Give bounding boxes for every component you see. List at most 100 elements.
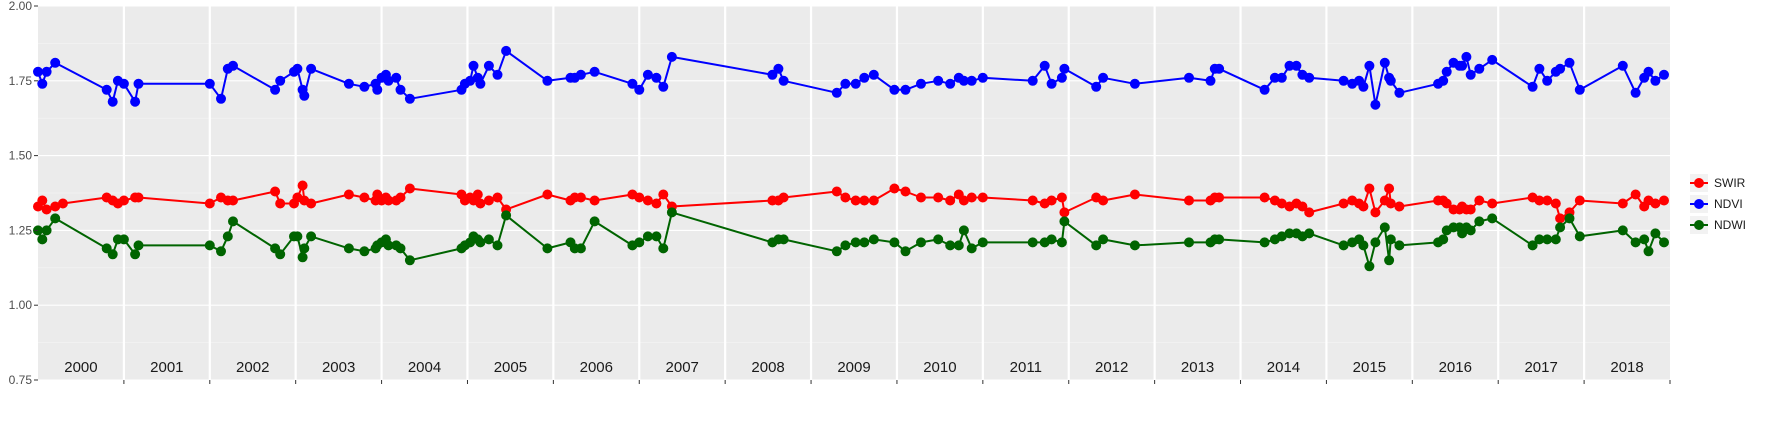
data-point	[1358, 201, 1369, 212]
data-point	[542, 243, 553, 254]
data-point	[359, 192, 370, 203]
data-point	[1487, 54, 1498, 65]
data-point	[868, 195, 879, 206]
data-point	[270, 84, 281, 95]
data-point	[642, 195, 653, 206]
data-point	[1370, 207, 1381, 218]
data-point	[575, 192, 586, 203]
data-point	[50, 201, 61, 212]
data-point	[57, 198, 68, 209]
data-point	[228, 216, 238, 227]
data-point	[1091, 81, 1102, 92]
data-point	[651, 198, 662, 209]
data-point	[1574, 231, 1585, 242]
data-point	[270, 186, 281, 197]
data-point	[118, 78, 129, 89]
data-point	[1385, 234, 1396, 245]
year-label: 2001	[150, 359, 183, 376]
data-point	[627, 78, 638, 89]
year-label: 2005	[494, 359, 527, 376]
data-point	[107, 249, 118, 260]
data-point	[475, 78, 486, 89]
data-point	[642, 69, 653, 80]
legend-label: NDVI	[1714, 197, 1743, 211]
data-point	[1385, 198, 1396, 209]
data-point	[1527, 81, 1538, 92]
data-point	[1214, 63, 1225, 74]
year-label: 2018	[1610, 359, 1643, 376]
data-point	[1630, 237, 1641, 248]
data-point	[1465, 69, 1476, 80]
data-point	[1527, 240, 1538, 251]
data-point	[1129, 189, 1140, 200]
data-point	[1364, 261, 1375, 272]
data-point	[773, 63, 784, 74]
data-point	[359, 246, 370, 257]
data-point	[1617, 198, 1628, 209]
legend-label: NDWI	[1714, 218, 1746, 232]
data-point	[1027, 237, 1038, 248]
data-point	[589, 66, 600, 77]
data-point	[492, 240, 503, 251]
data-point	[966, 192, 977, 203]
data-point	[1046, 195, 1057, 206]
legend-key-point	[1694, 178, 1704, 188]
data-point	[101, 84, 112, 95]
data-point	[840, 192, 851, 203]
data-point	[1574, 84, 1585, 95]
data-point	[900, 246, 911, 257]
data-point	[642, 231, 653, 242]
data-point	[1650, 75, 1661, 86]
data-point	[1379, 222, 1390, 233]
data-point	[404, 183, 415, 194]
data-point	[343, 78, 354, 89]
x-axis	[123, 380, 1671, 384]
data-point	[475, 198, 486, 209]
data-point	[1056, 72, 1067, 83]
data-point	[222, 231, 233, 242]
data-point	[1291, 60, 1302, 71]
data-point	[1379, 57, 1390, 68]
data-point	[658, 243, 669, 254]
data-point	[859, 72, 870, 83]
data-point	[1643, 66, 1654, 77]
data-point	[343, 243, 354, 254]
data-point	[945, 195, 956, 206]
data-point	[1457, 60, 1468, 71]
y-tick-label: 1.25	[9, 223, 33, 237]
data-point	[1617, 225, 1628, 236]
data-point	[228, 60, 238, 71]
year-label: 2013	[1181, 359, 1214, 376]
data-point	[1284, 228, 1295, 239]
data-point	[391, 72, 402, 83]
data-point	[204, 240, 215, 251]
data-point	[292, 231, 303, 242]
data-point	[275, 75, 286, 86]
data-point	[1564, 213, 1575, 224]
data-point	[216, 246, 226, 257]
data-point	[483, 60, 494, 71]
data-point	[343, 189, 354, 200]
data-point	[383, 195, 394, 206]
year-label: 2014	[1267, 359, 1300, 376]
data-point	[41, 225, 52, 236]
data-point	[889, 237, 900, 248]
data-point	[37, 234, 48, 245]
data-point	[1534, 195, 1545, 206]
data-point	[840, 240, 851, 251]
data-point	[50, 57, 61, 68]
data-point	[306, 63, 317, 74]
data-point	[859, 237, 870, 248]
data-point	[889, 183, 900, 194]
data-point	[900, 186, 911, 197]
data-point	[889, 84, 900, 95]
data-point	[1384, 255, 1395, 266]
data-point	[133, 240, 144, 251]
data-point	[1129, 78, 1140, 89]
data-point	[1617, 60, 1628, 71]
data-point	[395, 84, 406, 95]
data-point	[1555, 63, 1566, 74]
data-point	[1184, 237, 1194, 248]
data-point	[1098, 195, 1109, 206]
data-point	[372, 84, 383, 95]
